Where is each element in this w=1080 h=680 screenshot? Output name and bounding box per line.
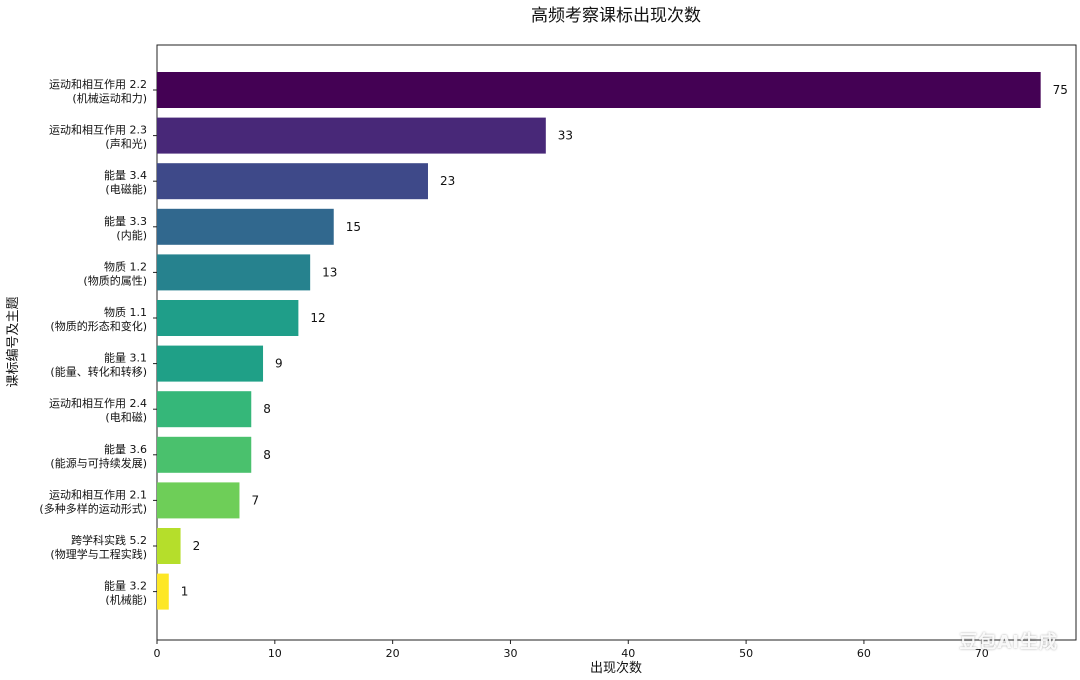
watermark: 豆包AI生成 (959, 632, 1058, 653)
bar (157, 72, 1041, 108)
bar (157, 117, 546, 154)
bar-value-label: 15 (346, 220, 361, 234)
bar (157, 300, 299, 336)
category-label: 能量 3.4 (104, 168, 147, 182)
category-label: 运动和相互作用 2.2 (49, 78, 147, 91)
category-sublabel: (声和光) (105, 137, 147, 151)
value-labels-group: 75 33 23 15 13 12 9 8 8 7 2 1 (181, 83, 1068, 599)
category-label: 物质 1.1 (104, 305, 147, 319)
category-sublabel: (电磁能) (105, 182, 147, 196)
category-sublabel: (内能) (116, 228, 147, 242)
category-sublabel: (机械能) (105, 593, 147, 607)
bar-value-label: 12 (310, 311, 325, 325)
category-labels-group: 运动和相互作用 2.2(机械运动和力) 运动和相互作用 2.3(声和光) 能量 3.… (39, 78, 157, 607)
category-sublabel: (物质的属性) (83, 273, 147, 287)
bar-value-label: 9 (275, 357, 283, 371)
bar (157, 391, 252, 428)
bar-value-label: 1 (181, 585, 189, 599)
y-axis-label: 课标编号及主题 (6, 296, 21, 387)
x-axis-label: 出现次数 (590, 660, 642, 676)
bar (157, 436, 252, 473)
category-sublabel: (机械运动和力) (72, 91, 147, 105)
category-label: 运动和相互作用 2.4 (49, 397, 147, 410)
category-label: 能量 3.3 (104, 214, 147, 228)
category-sublabel: (电和磁) (105, 411, 147, 424)
x-tick-label: 40 (621, 647, 635, 660)
bars-group (157, 72, 1041, 610)
x-tick-label: 10 (268, 647, 282, 660)
bar (157, 208, 334, 245)
x-tick-label: 0 (154, 647, 161, 660)
x-tick-label: 50 (739, 647, 753, 660)
category-label: 物质 1.2 (104, 259, 147, 273)
category-label: 能量 3.2 (104, 579, 147, 593)
bar (157, 254, 311, 291)
bar-value-label: 13 (322, 265, 337, 279)
category-label: 运动和相互作用 2.1 (49, 488, 147, 501)
category-label: 跨学科实践 5.2 (71, 533, 147, 547)
bar (157, 573, 169, 610)
bar-value-label: 75 (1053, 83, 1068, 97)
category-sublabel: (多种多样的运动形式) (39, 501, 147, 515)
category-label: 能量 3.1 (104, 351, 147, 365)
bar-value-label: 7 (251, 493, 259, 507)
plot-frame (156, 44, 1077, 641)
bar (157, 345, 264, 382)
bar (157, 528, 181, 564)
bar (157, 163, 428, 200)
bar-value-label: 8 (263, 448, 271, 462)
x-tick-label: 20 (386, 647, 400, 660)
bar-value-label: 23 (440, 174, 455, 188)
category-sublabel: (物理学与工程实践) (50, 547, 147, 561)
category-sublabel: (能量、转化和转移) (50, 365, 147, 379)
bar-value-label: 2 (193, 539, 201, 553)
x-tick-label: 70 (975, 647, 989, 660)
category-sublabel: (能源与可持续发展) (50, 456, 147, 470)
category-label: 运动和相互作用 2.3 (49, 124, 147, 137)
bar-value-label: 8 (263, 402, 271, 416)
category-sublabel: (物质的形态和变化) (50, 319, 147, 333)
x-tick-label: 30 (503, 647, 517, 660)
bar (157, 482, 240, 519)
x-tick-label: 60 (857, 647, 871, 660)
bar-value-label: 33 (558, 129, 573, 143)
chart-title: 高频考察课标出现次数 (531, 6, 701, 26)
x-ticks-group: 0 10 20 30 40 50 60 70 (154, 640, 989, 660)
category-label: 能量 3.6 (104, 442, 147, 456)
